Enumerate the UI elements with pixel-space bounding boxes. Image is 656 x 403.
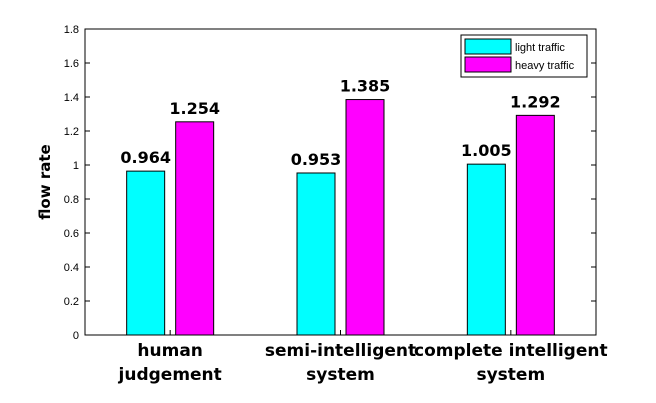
category-label: system [306,365,375,385]
y-tick-label: 1.4 [64,92,79,104]
category-label: human [137,341,203,361]
legend: light traffic heavy traffic [460,34,588,78]
data-label: 1.254 [169,99,220,118]
legend-label: heavy traffic [515,60,575,72]
y-tick-label: 1.8 [64,24,79,36]
category-label: system [476,365,545,385]
bar-heavy-traffic [175,121,215,336]
y-tick-label: 0.2 [64,296,79,308]
y-tick-label: 1.6 [64,58,79,70]
bar-heavy-traffic [345,99,385,336]
y-axis-title: flow rate [36,144,54,219]
plot-frame [84,28,597,336]
category-label: complete intelligent [414,341,608,361]
bar-light-traffic [296,172,336,336]
data-label: 1.005 [461,141,512,160]
data-label: 1.385 [340,77,391,96]
data-label: 1.292 [510,92,561,111]
y-tick-label: 1 [73,160,79,172]
category-label: semi-intelligent [265,341,416,361]
y-tick-label: 0 [73,330,79,342]
data-label: 0.964 [120,148,171,167]
bar-light-traffic [126,170,166,336]
legend-swatch [464,38,512,55]
legend-label: light traffic [515,42,565,54]
bar-heavy-traffic [515,114,555,336]
legend-swatch [464,56,512,73]
category-label: judgement [118,365,222,385]
y-tick-label: 1.2 [64,126,79,138]
y-tick-label: 0.6 [64,228,79,240]
bar-light-traffic [466,163,506,336]
y-tick-label: 0.8 [64,194,79,206]
data-label: 0.953 [291,150,342,169]
y-tick-label: 0.4 [64,262,79,274]
